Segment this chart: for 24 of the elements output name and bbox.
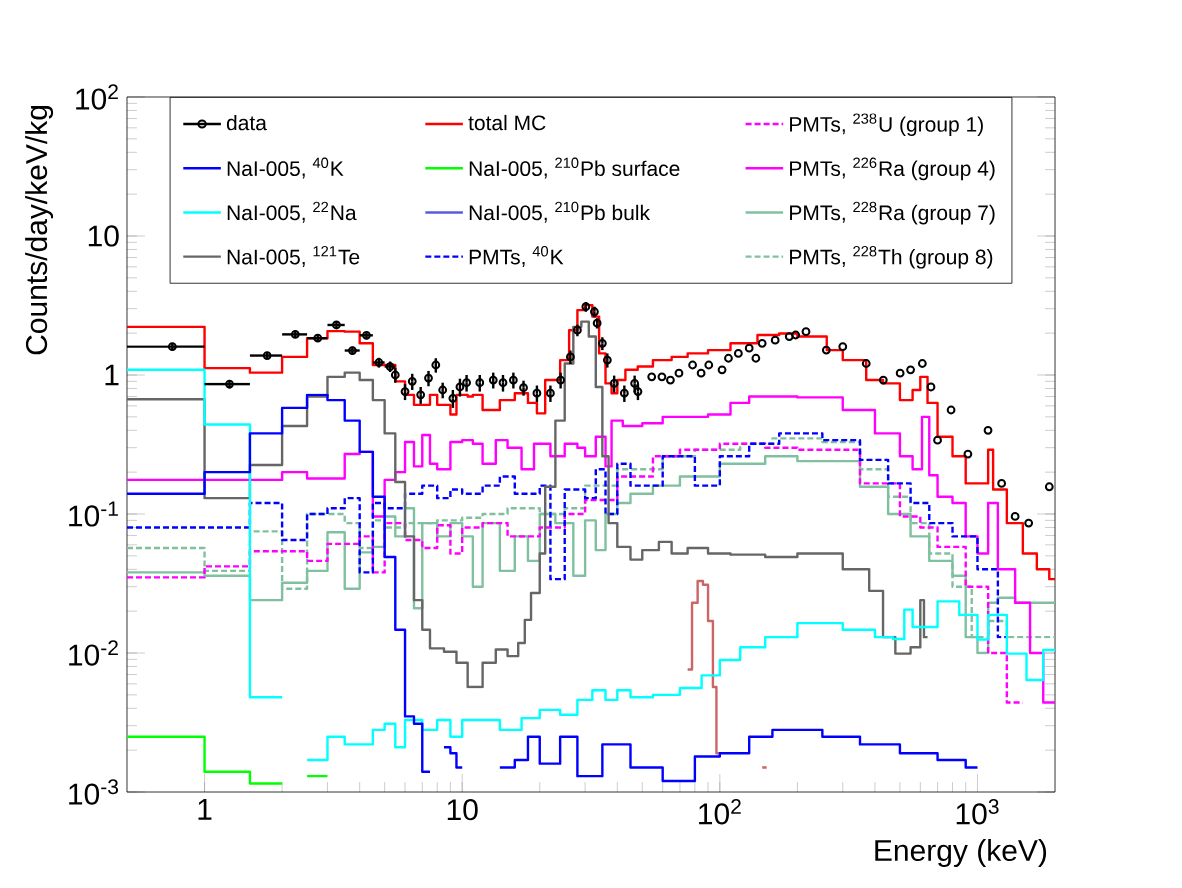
- legend-label: NaI-005, $^{121}$Te: [227, 246, 360, 267]
- y-tick-label: 10: [88, 225, 119, 247]
- y-tick-label: 1: [105, 364, 119, 386]
- legend-label: NaI-005, $^{210}$Pb surface: [469, 157, 680, 179]
- legend-label: data: [226, 114, 267, 131]
- x-tick-label: 10$^{2}$: [699, 799, 741, 825]
- legend-label: PMTs, $^{238}$U (group 1): [790, 113, 983, 136]
- x-tick-label: 10: [447, 799, 478, 821]
- x-axis-title: Energy (keV): [875, 839, 1047, 868]
- x-tick-label: 10$^{3}$: [956, 799, 999, 825]
- legend-label: NaI-005, $^{210}$Pb bulk: [469, 201, 651, 223]
- y-tick-label: 10$^{2}$: [76, 84, 118, 110]
- y-tick-label: 10$^{-3}$: [69, 779, 119, 805]
- y-tick-label: 10$^{-1}$: [69, 501, 118, 527]
- legend-label: PMTs, $^{226}$Ra (group 4): [790, 157, 995, 181]
- x-tick-label: 1: [198, 799, 212, 820]
- legend-label: NaI-005, $^{40}$K: [227, 157, 344, 179]
- legend-label: PMTs, $^{40}$K: [469, 246, 564, 267]
- legend-label: PMTs, $^{228}$Th (group 8): [790, 246, 993, 269]
- legend-label: total MC: [468, 114, 546, 131]
- legend-label: NaI-005, $^{22}$Na: [227, 201, 357, 223]
- legend-label: PMTs, $^{228}$Ra (group 7): [790, 201, 995, 225]
- y-tick-label: 10$^{-2}$: [69, 640, 118, 666]
- y-axis-title: Counts/day/keV/kg: [25, 106, 54, 355]
